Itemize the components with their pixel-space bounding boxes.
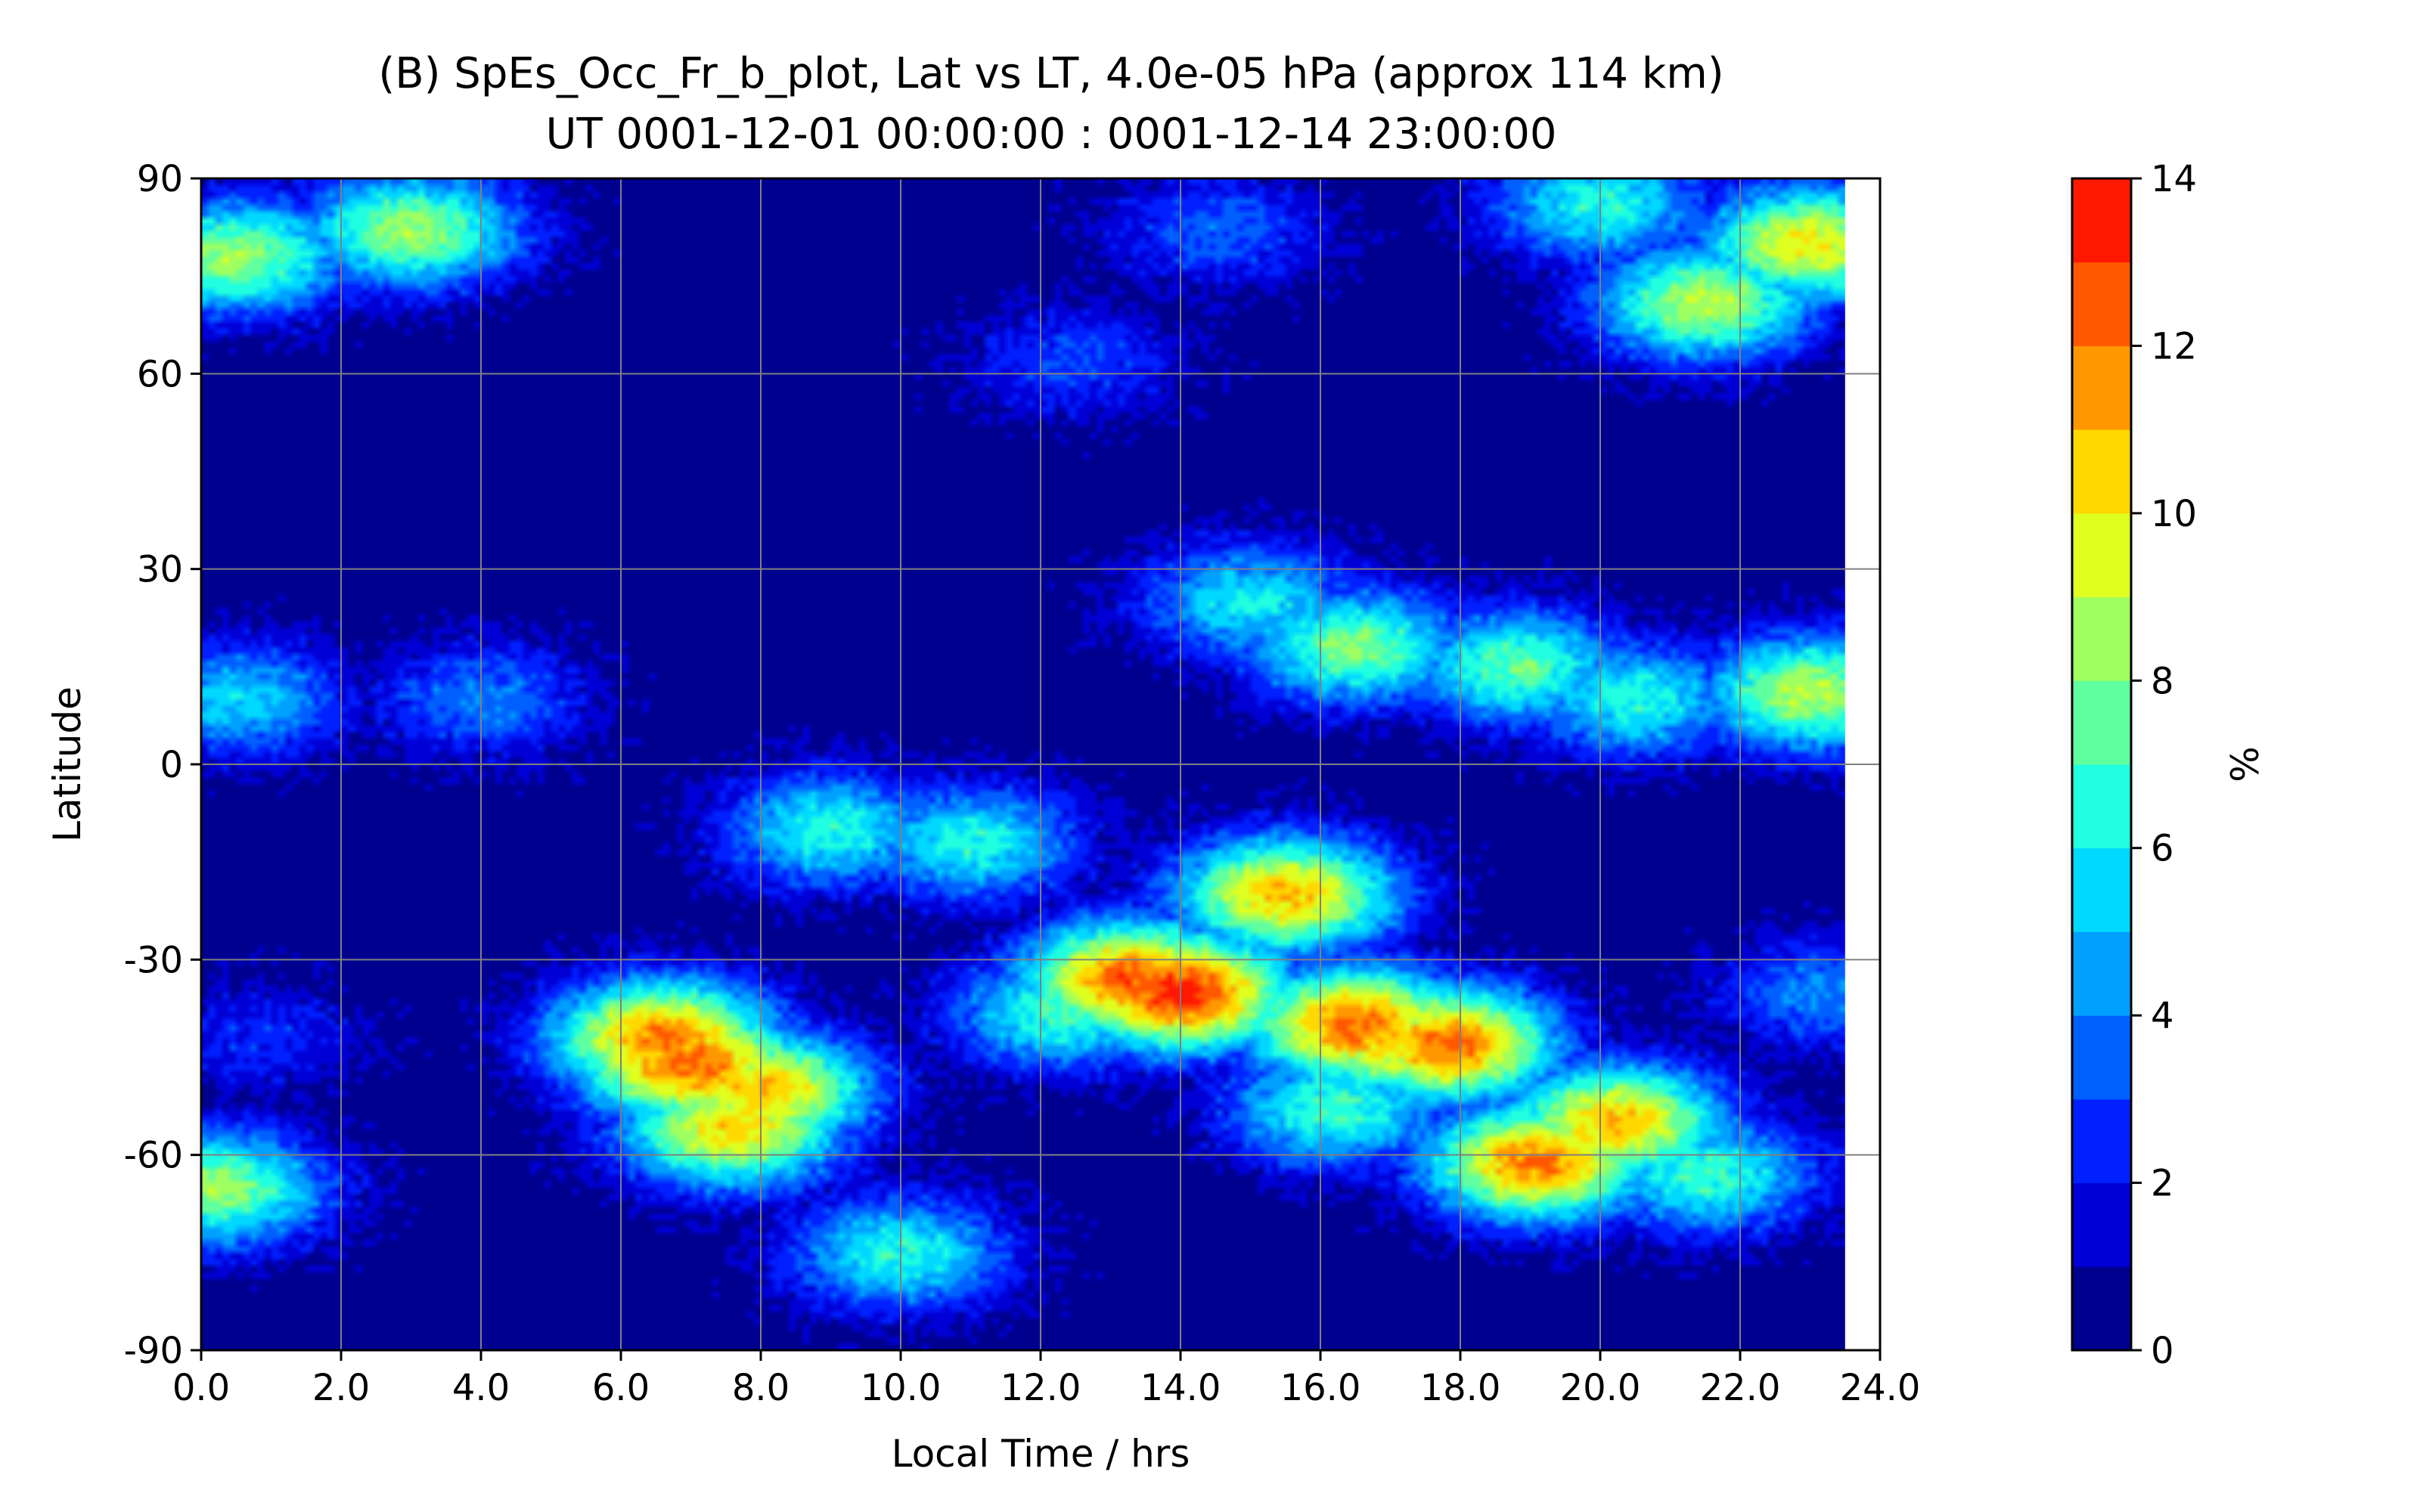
x-tick-label: 20.0 — [1560, 1367, 1641, 1409]
colorbar-tick-label: 2 — [2151, 1163, 2174, 1205]
x-tick-label: 0.0 — [172, 1367, 230, 1409]
colorbar: 0 2 4 6 8 10 12 14 % — [2071, 158, 2267, 1372]
chart-subtitle: UT 0001-12-01 00:00:00 : 0001-12-14 23:0… — [546, 110, 1557, 159]
colorbar-frame — [2071, 177, 2133, 1352]
y-tick-label: -30 — [124, 939, 183, 981]
y-tick-label: 30 — [137, 549, 183, 591]
colorbar-tick-label: 10 — [2151, 493, 2197, 535]
y-tick-label: 90 — [137, 158, 183, 200]
x-tick-label: 18.0 — [1420, 1367, 1501, 1409]
colorbar-tick-label: 8 — [2151, 660, 2174, 702]
x-tick-label: 6.0 — [592, 1367, 650, 1409]
y-tick-label: 60 — [137, 353, 183, 395]
y-tick-label: 0 — [160, 744, 183, 786]
colorbar-tick-label: 4 — [2151, 995, 2174, 1037]
x-tick-label: 10.0 — [861, 1367, 942, 1409]
colorbar-level — [2072, 429, 2131, 514]
colorbar-level — [2072, 1266, 2131, 1351]
y-axis-ticks: 90 60 30 0 -30 -60 -90 — [124, 158, 201, 1372]
x-tick-label: 12.0 — [1001, 1367, 1081, 1409]
x-tick-label: 14.0 — [1140, 1367, 1221, 1409]
colorbar-level — [2072, 262, 2131, 346]
colorbar-tick-label: 12 — [2151, 325, 2197, 367]
x-tick-label: 4.0 — [452, 1367, 510, 1409]
colorbar-level — [2072, 178, 2131, 263]
x-tick-label: 16.0 — [1280, 1367, 1361, 1409]
y-axis-label: Latitude — [45, 686, 89, 842]
colorbar-level — [2072, 1015, 2131, 1100]
x-tick-label: 2.0 — [312, 1367, 370, 1409]
colorbar-levels — [2072, 178, 2131, 1351]
colorbar-level — [2072, 596, 2131, 681]
colorbar-tick-label: 14 — [2151, 158, 2197, 200]
colorbar-tick-label: 0 — [2151, 1330, 2174, 1372]
colorbar-level — [2072, 513, 2131, 598]
colorbar-label: % — [2223, 746, 2267, 782]
chart-title: (B) SpEs_Occ_Fr_b_plot, Lat vs LT, 4.0e-… — [378, 49, 1723, 98]
colorbar-level — [2072, 680, 2131, 765]
x-axis-ticks: 0.0 2.0 4.0 6.0 8.0 10.0 12.0 14.0 16.0 18.0 20.0 2… — [172, 1350, 1921, 1409]
colorbar-tick-label: 6 — [2151, 828, 2174, 870]
colorbar-level — [2072, 1098, 2131, 1184]
x-tick-label: 8.0 — [732, 1367, 790, 1409]
colorbar-ticks: 0 2 4 6 8 10 12 14 — [2131, 158, 2197, 1372]
x-tick-label: 24.0 — [1840, 1367, 1921, 1409]
x-axis-label: Local Time / hrs — [892, 1432, 1190, 1476]
colorbar-level — [2072, 1182, 2131, 1267]
colorbar-level — [2072, 764, 2131, 849]
x-tick-label: 22.0 — [1700, 1367, 1781, 1409]
colorbar-level — [2072, 345, 2131, 430]
plot-area — [200, 177, 1882, 1352]
colorbar-level — [2072, 931, 2131, 1016]
colorbar-level — [2072, 847, 2131, 932]
y-tick-label: -90 — [124, 1330, 183, 1372]
y-tick-label: -60 — [124, 1135, 183, 1177]
